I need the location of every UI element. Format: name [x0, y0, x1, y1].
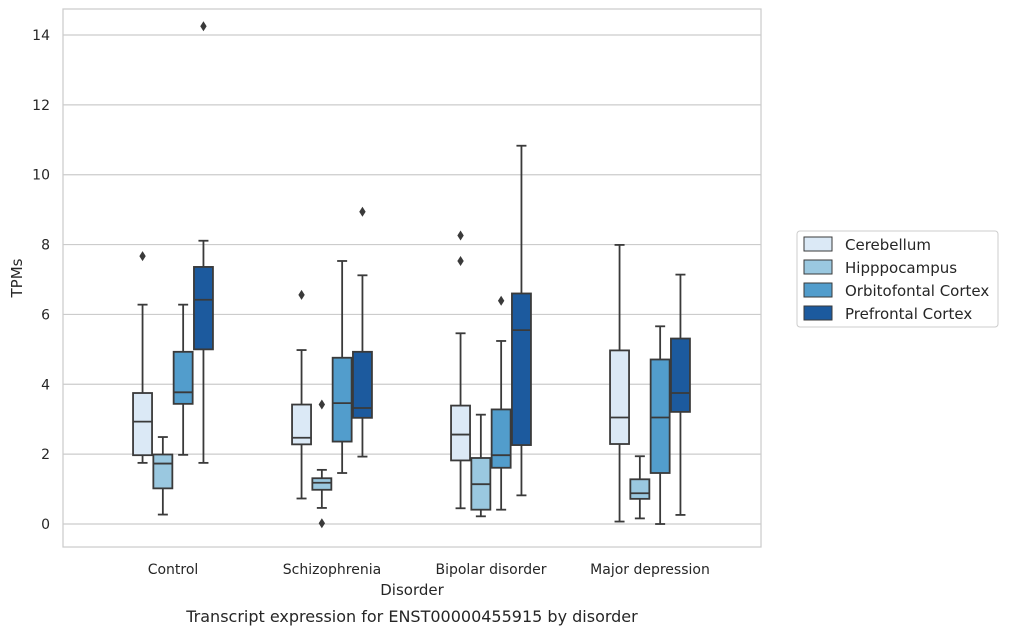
box-body	[193, 266, 214, 351]
legend: Cerebellum Hipppocampus Orbitofontal Corte…	[796, 230, 999, 328]
box-prefrontal-cortex	[670, 273, 691, 516]
outlier-point	[457, 230, 464, 241]
box-prefrontal-cortex	[511, 144, 532, 497]
box-body	[609, 349, 630, 445]
y-axis-ticks: 0 2 4 6 8 10 12 14	[32, 28, 50, 533]
box-body	[132, 392, 153, 457]
box-prefrontal-cortex	[193, 21, 214, 464]
legend-swatch	[803, 259, 833, 275]
outlier-point	[359, 206, 366, 217]
plot-frame	[62, 8, 762, 548]
box-cerebellum	[291, 289, 312, 500]
x-axis-label: Disorder	[380, 581, 444, 599]
box-hipppocampus	[470, 413, 492, 518]
box-body	[490, 408, 512, 469]
box-body	[172, 350, 194, 405]
box-body	[311, 477, 333, 491]
legend-label: Hipppocampus	[845, 259, 957, 277]
box-body	[649, 358, 671, 474]
box-body	[629, 478, 651, 500]
outlier-point	[318, 518, 326, 529]
legend-swatch	[803, 236, 833, 252]
y-tick-label: 10	[32, 168, 50, 184]
box-prefrontal-cortex	[352, 206, 373, 458]
x-tick-label: Bipolar disorder	[435, 562, 546, 578]
box-body	[352, 350, 373, 419]
box-body	[291, 403, 312, 446]
y-tick-label: 14	[32, 28, 50, 44]
box-body	[511, 292, 532, 446]
y-tick-label: 4	[41, 377, 50, 393]
y-axis-label: TPMs	[8, 258, 26, 298]
box-hipppocampus	[311, 399, 333, 529]
outlier-point	[318, 399, 326, 410]
y-tick-label: 2	[41, 447, 50, 463]
y-tick-label: 8	[41, 238, 50, 254]
box-hipppocampus	[152, 436, 174, 516]
legend-label: Cerebellum	[845, 236, 931, 254]
legend-swatch	[803, 305, 833, 321]
outlier-point	[497, 295, 505, 306]
box-body	[331, 356, 353, 443]
legend-label: Orbitofontal Cortex	[845, 282, 989, 300]
box-cerebellum	[609, 244, 630, 523]
box-series	[132, 21, 691, 529]
x-tick-label: Schizophrenia	[283, 562, 381, 578]
x-axis-ticks: Control Schizophrenia Bipolar disorder Majo…	[148, 562, 710, 578]
legend-swatch	[803, 282, 833, 298]
box-orbitofontal-cortex	[172, 303, 194, 456]
x-tick-label: Control	[148, 562, 199, 578]
outlier-point	[139, 251, 146, 262]
box-cerebellum	[450, 230, 471, 510]
x-tick-label: Major depression	[590, 562, 710, 578]
box-orbitofontal-cortex	[490, 295, 512, 511]
legend-label: Prefrontal Cortex	[845, 305, 972, 323]
y-tick-label: 6	[41, 307, 50, 323]
outlier-point	[457, 255, 464, 266]
box-body	[152, 453, 174, 490]
outlier-point	[200, 21, 207, 32]
chart-caption: Transcript expression for ENST0000045591…	[185, 607, 638, 626]
box-orbitofontal-cortex	[331, 260, 353, 474]
y-tick-label: 12	[32, 98, 50, 114]
outlier-point	[298, 289, 305, 300]
box-orbitofontal-cortex	[649, 325, 671, 525]
box-body	[670, 337, 691, 413]
box-body	[450, 404, 471, 462]
box-cerebellum	[132, 251, 153, 464]
legend-frame	[796, 230, 999, 328]
box-hipppocampus	[629, 455, 651, 520]
y-tick-label: 0	[41, 517, 50, 533]
